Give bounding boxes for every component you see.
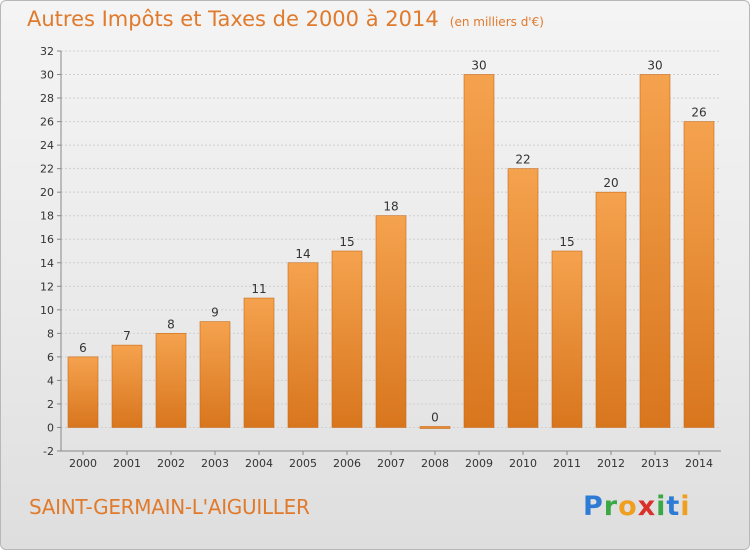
data-label: 9 [211,306,219,320]
data-label: 8 [167,317,175,331]
x-tick-label: 2007 [377,457,405,470]
bar [507,168,539,428]
data-label: 30 [647,59,662,73]
logo-letter: x [637,491,657,522]
data-labels: 6 7 8 9 11 14 15 18 0 30 22 15 20 30 26 [79,59,706,425]
x-tick-label: 2008 [421,457,449,470]
chart-subtitle: (en milliers d'€) [449,15,544,29]
logo-letter: o [618,491,638,522]
data-label: 15 [339,235,354,249]
bar [639,74,671,428]
bar [199,321,231,428]
x-tick-label: 2014 [685,457,713,470]
data-label: 18 [383,200,398,214]
x-tick-label: 2001 [113,457,141,470]
data-label: 11 [251,282,266,296]
logo-letter: P [583,491,604,522]
x-tick-label: 2000 [69,457,97,470]
y-tick-label: 26 [40,116,54,129]
x-tick-label: 2003 [201,457,229,470]
y-tick-label: 18 [40,210,54,223]
x-tick-label: 2013 [641,457,669,470]
bar [67,356,99,428]
logo-letter: r [603,491,619,522]
data-label: 22 [515,153,530,167]
x-tick-label: 2004 [245,457,273,470]
y-tick-label: 12 [40,280,54,293]
y-tick-label: 2 [47,398,54,411]
y-tick-label: 30 [40,69,54,82]
logo-letter: t [666,491,681,522]
data-label: 7 [123,329,131,343]
y-tick-label: 16 [40,233,54,246]
x-tick-label: 2009 [465,457,493,470]
bar [331,250,363,428]
bar [551,250,583,428]
x-tick-label: 2012 [597,457,625,470]
bar [243,297,275,428]
y-tick-label: 8 [47,327,54,340]
y-tick-label: 28 [40,92,54,105]
data-label: 0 [431,410,439,424]
proxiti-logo: Proxiti [583,491,691,522]
y-tick-label: 24 [40,139,54,152]
data-label: 26 [691,106,706,120]
chart-title-block: Autres Impôts et Taxes de 2000 à 2014 (e… [27,7,544,31]
data-label: 6 [79,341,87,355]
x-tick-label: 2010 [509,457,537,470]
bar [419,426,451,429]
bar [375,215,407,428]
commune-name: SAINT-GERMAIN-L'AIGUILLER [29,495,310,519]
x-tick-label: 2005 [289,457,317,470]
x-tick-label: 2002 [157,457,185,470]
bar [683,121,715,428]
bar [155,333,187,428]
bars [67,74,715,429]
data-label: 15 [559,235,574,249]
y-tick-label: 14 [40,257,54,270]
data-label: 14 [295,247,310,261]
data-label: 20 [603,176,618,190]
y-tick-label: -2 [43,445,54,458]
y-tick-label: 32 [40,45,54,58]
bar [463,74,495,428]
y-tick-label: 4 [47,374,54,387]
y-tick-label: 6 [47,351,54,364]
x-tick-label: 2006 [333,457,361,470]
bar [111,344,143,428]
bar [595,191,627,428]
logo-letter: i [656,491,667,522]
y-tick-label: 22 [40,163,54,176]
y-tick-label: 0 [47,421,54,434]
x-tick-label: 2011 [553,457,581,470]
bar [287,262,319,428]
y-tick-label: 20 [40,186,54,199]
data-label: 30 [471,59,486,73]
logo-letter: i [680,491,691,522]
y-tick-label: 10 [40,304,54,317]
chart-title: Autres Impôts et Taxes de 2000 à 2014 [27,7,439,31]
